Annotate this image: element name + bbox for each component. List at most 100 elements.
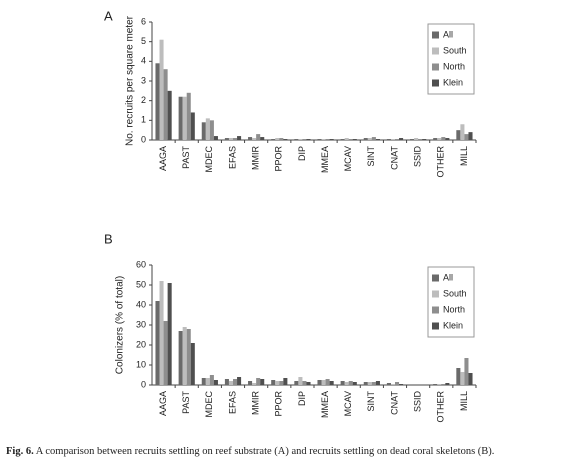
bar <box>163 69 168 140</box>
charts: A No. recruits per square meter 0 1 2 3 4 5 6 AAG… <box>104 8 477 423</box>
bar <box>228 138 233 140</box>
bar <box>279 381 284 385</box>
bar <box>260 137 265 140</box>
bar <box>298 377 303 385</box>
x-tick-label: MMIR <box>251 391 261 415</box>
y-tick-label: 0 <box>141 134 146 144</box>
bar <box>340 139 345 140</box>
legend-swatch <box>432 274 439 282</box>
y-tick-label: 3 <box>141 75 146 85</box>
x-tick-label: MMEA <box>320 391 330 418</box>
bar <box>441 137 446 140</box>
bar <box>302 381 307 385</box>
x-tick-label: CNAT <box>389 146 399 170</box>
caption: Fig. 6. A comparison between recruits se… <box>6 446 576 457</box>
y-tick-label: 20 <box>136 339 146 349</box>
bar <box>256 378 261 385</box>
x-tick-label: PPOR <box>274 391 284 417</box>
y-tick-label: 50 <box>136 279 146 289</box>
y-tick-label: 6 <box>141 16 146 26</box>
bar <box>163 321 168 385</box>
bar <box>252 383 257 385</box>
bar <box>433 384 438 385</box>
bar <box>422 139 427 140</box>
bar <box>414 138 419 140</box>
bar <box>390 384 395 385</box>
bar <box>233 138 238 140</box>
x-tick-label: DIP <box>297 391 307 406</box>
bar <box>468 132 473 140</box>
x-tick-label: MMIR <box>251 146 261 170</box>
bar <box>375 381 380 385</box>
bar <box>325 139 330 140</box>
legend-label: North <box>443 304 465 314</box>
x-tick-label: OTHER <box>436 145 446 177</box>
bar <box>178 96 183 140</box>
legend-swatch <box>432 79 439 87</box>
bar <box>248 381 253 385</box>
bar <box>329 381 334 385</box>
bar <box>298 139 303 140</box>
bar <box>445 383 450 385</box>
legend-swatch <box>432 306 439 314</box>
bar <box>344 382 349 385</box>
caption-text: A comparison between recruits settling o… <box>35 446 495 457</box>
bar <box>228 381 233 385</box>
bar <box>399 384 404 385</box>
x-tick-label: EFAS <box>227 146 237 169</box>
y-tick-label: 2 <box>141 95 146 105</box>
bar <box>213 380 218 385</box>
x-tick-label: MDEC <box>204 146 214 173</box>
bar <box>456 368 461 385</box>
bar <box>344 138 349 140</box>
bar <box>441 384 446 385</box>
bar <box>456 130 461 140</box>
bar <box>445 138 450 140</box>
bar <box>460 124 465 140</box>
bar <box>275 138 280 140</box>
bar <box>190 112 195 140</box>
y-axis-label: Colonizers (% of total) <box>115 276 126 374</box>
bar <box>155 63 160 140</box>
legend-swatch <box>432 47 439 55</box>
x-tick-label: CNAT <box>389 391 399 415</box>
bar <box>433 138 438 140</box>
bar <box>410 139 415 140</box>
bar <box>306 382 311 385</box>
legend-label: South <box>443 45 467 55</box>
x-tick-label: SINT <box>366 146 376 167</box>
y-tick-label: 60 <box>136 259 146 269</box>
bar <box>317 139 322 140</box>
bar <box>233 379 238 385</box>
x-tick-label: MCAV <box>343 391 353 416</box>
bar <box>367 138 372 140</box>
bar <box>302 139 307 140</box>
bar <box>348 381 353 385</box>
legend-swatch <box>432 322 439 330</box>
x-tick-label: MILL <box>459 146 469 166</box>
x-tick-label: AAGA <box>158 146 168 171</box>
x-tick-label: PPOR <box>274 146 284 172</box>
y-tick-label: 4 <box>141 56 146 66</box>
x-tick-label: PAST <box>181 146 191 169</box>
legend-swatch <box>432 31 439 39</box>
x-tick-label: SSID <box>413 146 423 168</box>
y-axis-label: No. recruits per square meter <box>125 15 136 146</box>
bar <box>248 137 253 140</box>
bar <box>418 139 423 140</box>
x-tick-label: AAGA <box>158 391 168 416</box>
bar <box>363 382 368 385</box>
bar <box>294 139 299 140</box>
bar <box>375 139 380 140</box>
legend-swatch <box>432 290 439 298</box>
y-tick-label: 1 <box>141 115 146 125</box>
bar <box>279 138 284 140</box>
bar <box>260 379 265 385</box>
bar <box>306 139 311 140</box>
bar <box>348 139 353 140</box>
bar <box>321 139 326 140</box>
bar <box>167 90 172 140</box>
bar <box>283 139 288 140</box>
bar <box>182 96 187 140</box>
